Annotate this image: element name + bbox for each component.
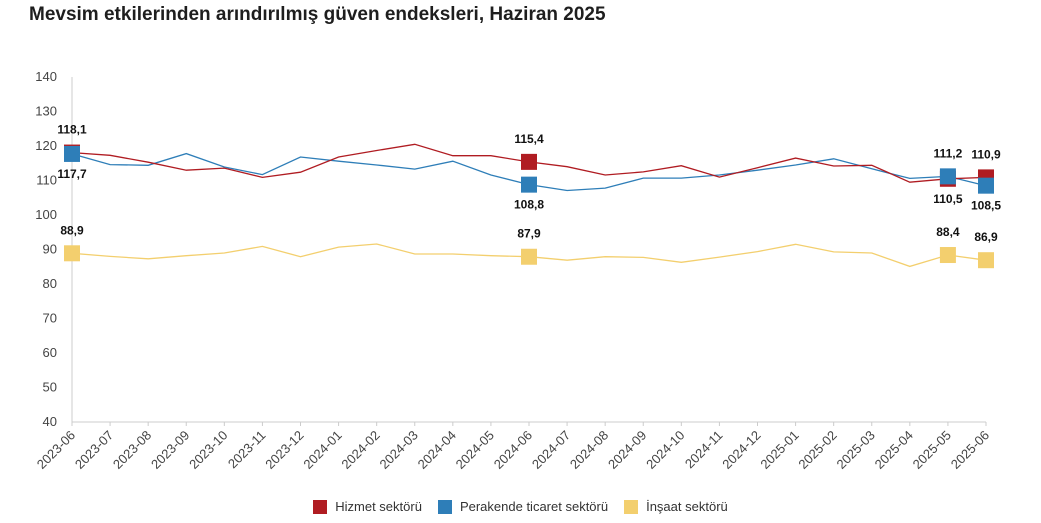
data-label: 86,9 bbox=[974, 230, 998, 244]
y-tick-label: 40 bbox=[43, 414, 57, 429]
legend-swatch bbox=[437, 499, 452, 514]
y-tick-label: 60 bbox=[43, 345, 57, 360]
x-tick-label: 2024-12 bbox=[719, 428, 763, 472]
x-tick-label: 2024-03 bbox=[377, 428, 421, 472]
x-tick-label: 2023-10 bbox=[186, 428, 230, 472]
x-tick-label: 2025-02 bbox=[795, 428, 839, 472]
x-tick-label: 2023-06 bbox=[34, 428, 78, 472]
data-point-marker bbox=[521, 153, 537, 170]
y-tick-label: 50 bbox=[43, 380, 57, 395]
data-point-marker bbox=[64, 245, 80, 262]
x-tick-label: 2024-10 bbox=[643, 428, 687, 472]
y-tick-label: 140 bbox=[35, 69, 57, 84]
y-tick-label: 100 bbox=[35, 207, 57, 222]
y-tick-label: 70 bbox=[43, 311, 57, 326]
x-tick-label: 2023-07 bbox=[72, 428, 116, 472]
data-point-marker bbox=[939, 168, 956, 185]
series-markers bbox=[64, 144, 994, 269]
legend-label: İnşaat sektörü bbox=[646, 499, 728, 514]
legend-item[interactable]: Perakende ticaret sektörü bbox=[437, 499, 609, 514]
data-point-marker bbox=[521, 176, 537, 193]
x-tick-label: 2024-01 bbox=[300, 428, 344, 472]
data-label: 111,2 bbox=[934, 146, 963, 160]
data-point-marker bbox=[521, 248, 537, 265]
data-label: 108,5 bbox=[971, 199, 1001, 213]
data-label: 88,4 bbox=[936, 225, 960, 239]
data-labels: 118,1 115,4 110,5 110,9 117,7 108,8 111,2 108,5… bbox=[57, 123, 1001, 245]
data-point-marker bbox=[939, 247, 956, 264]
x-tick-label: 2024-04 bbox=[415, 428, 459, 472]
x-tick-label: 2024-11 bbox=[682, 428, 726, 472]
x-tick-label: 2023-08 bbox=[110, 428, 154, 472]
legend-item[interactable]: Hizmet sektörü bbox=[313, 499, 422, 514]
data-label: 117,7 bbox=[57, 167, 87, 181]
data-label: 108,8 bbox=[514, 198, 544, 212]
legend-item[interactable]: İnşaat sektörü bbox=[624, 499, 728, 514]
x-tick-label: 2025-04 bbox=[872, 428, 916, 472]
legend-swatch bbox=[624, 499, 639, 514]
x-tick-label: 2024-07 bbox=[529, 428, 573, 472]
data-label: 118,1 bbox=[57, 123, 87, 137]
chart-title: Mevsim etkilerinden arındırılmış güven e… bbox=[29, 4, 606, 25]
x-tick-label: 2024-02 bbox=[338, 428, 382, 472]
x-tick-label: 2025-01 bbox=[757, 428, 801, 472]
x-tick-label: 2025-06 bbox=[948, 428, 992, 472]
legend-swatch bbox=[313, 499, 328, 514]
legend-label: Hizmet sektörü bbox=[335, 499, 422, 514]
x-tick-label: 2024-08 bbox=[567, 428, 611, 472]
x-tick-label: 2025-05 bbox=[910, 428, 954, 472]
y-tick-label: 110 bbox=[36, 173, 57, 188]
line-chart: 4050607080901001101201301402023-062023-0… bbox=[34, 69, 1002, 472]
x-tick-label: 2024-06 bbox=[491, 428, 535, 472]
x-tick-label: 2024-05 bbox=[453, 428, 497, 472]
legend-label: Perakende ticaret sektörü bbox=[459, 499, 609, 514]
data-point-marker bbox=[64, 145, 80, 162]
x-tick-label: 2024-09 bbox=[605, 428, 649, 472]
y-tick-label: 80 bbox=[43, 276, 57, 291]
x-tick-label: 2023-12 bbox=[262, 428, 306, 472]
data-label: 110,5 bbox=[933, 192, 963, 206]
x-tick-label: 2025-03 bbox=[834, 428, 878, 472]
x-tick-label: 2023-09 bbox=[148, 428, 192, 472]
data-point-marker bbox=[978, 252, 994, 269]
legend: Hizmet sektörü Perakende ticaret sektörü İ… bbox=[0, 499, 1041, 514]
x-tick-label: 2023-11 bbox=[225, 428, 269, 472]
data-label: 115,4 bbox=[514, 132, 544, 146]
data-label: 88,9 bbox=[60, 223, 84, 237]
data-label: 87,9 bbox=[517, 227, 541, 241]
y-tick-label: 130 bbox=[35, 104, 57, 119]
y-tick-label: 90 bbox=[43, 242, 57, 257]
y-tick-label: 120 bbox=[35, 138, 57, 153]
data-label: 110,9 bbox=[971, 147, 1001, 161]
axes: 4050607080901001101201301402023-062023-0… bbox=[34, 69, 992, 472]
data-point-marker bbox=[978, 177, 994, 194]
